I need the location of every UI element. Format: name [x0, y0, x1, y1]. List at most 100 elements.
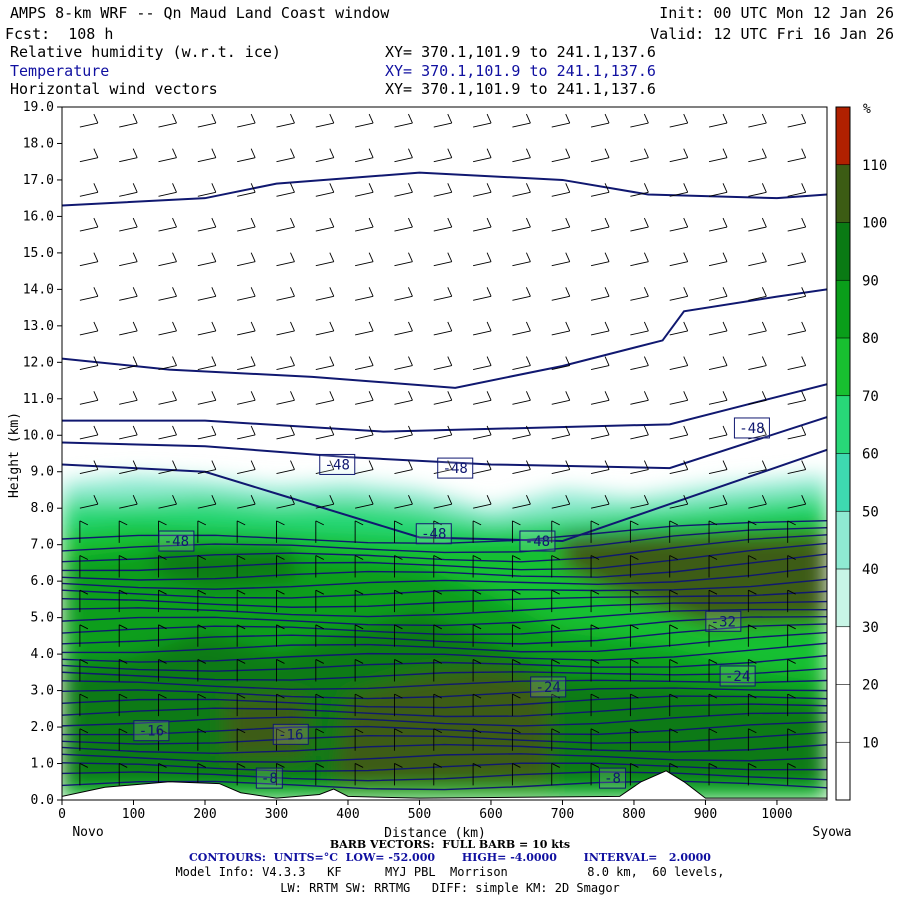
wind-barb — [394, 183, 413, 197]
temperature-contour — [62, 771, 827, 782]
wind-barb — [748, 252, 767, 267]
wind-barb — [79, 589, 89, 613]
y-tick-label: 12.0 — [23, 355, 54, 370]
wind-barb — [394, 763, 403, 786]
wind-barb — [236, 763, 246, 786]
wind-barb — [119, 425, 138, 440]
wind-barb — [158, 321, 177, 336]
wind-barb — [629, 659, 639, 682]
field-rh: Relative humidity (w.r.t. ice) — [10, 43, 281, 61]
colorbar-label: 60 — [862, 447, 879, 463]
wind-barb — [355, 217, 374, 232]
colorbar-swatch — [836, 626, 850, 685]
wind-barb — [472, 763, 482, 786]
wind-barb — [276, 460, 295, 475]
wind-barb — [708, 693, 718, 717]
colorbar-swatch — [836, 222, 850, 281]
wind-barb — [590, 460, 610, 475]
wind-barb — [787, 113, 807, 128]
wind-barb — [590, 425, 610, 440]
temperature-contour — [62, 590, 827, 608]
wind-barb — [590, 148, 610, 163]
colorbar-swatch — [836, 742, 850, 800]
wind-barb — [315, 321, 335, 336]
y-axis-label: Height (km) — [7, 412, 22, 498]
wind-barb — [276, 728, 285, 751]
wind-barb — [119, 321, 138, 336]
y-tick-label: 6.0 — [31, 574, 54, 589]
temperature-contour — [62, 642, 827, 663]
wind-barb — [79, 728, 89, 751]
field-wind: Horizontal wind vectors — [10, 80, 218, 98]
wind-barb — [551, 520, 560, 543]
wind-barb — [315, 763, 325, 786]
wind-barb — [118, 728, 128, 751]
rh-region — [333, 668, 549, 800]
wind-barb — [276, 763, 285, 786]
wind-barb — [79, 425, 99, 440]
y-tick-label: 11.0 — [23, 392, 54, 407]
wind-barb — [79, 460, 99, 475]
wind-barb — [629, 589, 639, 613]
wind-barb — [433, 252, 453, 267]
temperature-label-box — [158, 530, 195, 552]
wind-barb — [237, 252, 256, 267]
temperature-contour — [62, 600, 827, 618]
wind-barb — [708, 217, 728, 232]
wind-barb — [551, 659, 560, 682]
wind-barb — [787, 391, 807, 405]
wind-barb — [787, 356, 807, 371]
wind-barb — [197, 763, 207, 786]
wind-barb — [708, 287, 728, 301]
temperature-label-box — [437, 457, 474, 479]
wind-barb — [669, 287, 689, 301]
wind-barb — [158, 589, 167, 613]
wind-barb — [747, 624, 757, 647]
wind-barb — [354, 693, 364, 717]
temperature-contour — [62, 654, 827, 672]
wind-barb — [315, 287, 335, 301]
wind-barb — [394, 287, 413, 301]
wind-barb — [590, 391, 610, 405]
x-axis-label: Distance (km) — [384, 826, 486, 841]
temperature-label: -48 — [325, 457, 350, 473]
wind-barb — [630, 356, 649, 371]
x-end-left-label: Novo — [72, 825, 103, 840]
wind-barb — [394, 495, 413, 509]
wind-barb — [237, 460, 256, 475]
wind-barb — [197, 391, 217, 405]
wind-barb — [708, 728, 718, 751]
wind-barb — [394, 728, 403, 751]
wind-barb — [276, 252, 295, 267]
wind-barb — [79, 763, 89, 786]
wind-barb — [787, 624, 796, 647]
wind-barb — [630, 391, 649, 405]
wind-barb — [354, 763, 364, 786]
temperature-label-box — [519, 530, 556, 552]
wind-barb — [512, 460, 531, 475]
wind-barb — [197, 520, 207, 543]
y-tick-label: 15.0 — [23, 246, 54, 261]
colorbar-label: 80 — [862, 331, 879, 347]
wind-barb — [354, 589, 364, 613]
wind-barb — [787, 589, 796, 613]
field-temperature-xy: XY= 370.1,101.9 to 241.1,137.6 — [385, 62, 656, 80]
temperature-contour — [62, 171, 827, 207]
wind-barb — [276, 589, 285, 613]
wind-barb — [787, 495, 807, 509]
wind-barb — [394, 555, 403, 578]
temperature-contour — [62, 526, 827, 554]
wind-barb — [433, 425, 453, 440]
colorbar-swatch — [836, 569, 850, 627]
colorbar-swatch — [836, 338, 850, 396]
wind-barb — [433, 728, 442, 751]
wind-barb — [630, 460, 649, 475]
wind-barb — [551, 113, 571, 128]
wind-barb — [158, 356, 177, 371]
wind-barb — [473, 217, 492, 232]
wind-barb — [355, 391, 374, 405]
temperature-contour — [62, 578, 827, 599]
temperature-contour — [62, 542, 827, 572]
wind-barb — [276, 659, 285, 682]
wind-barb — [787, 252, 807, 267]
